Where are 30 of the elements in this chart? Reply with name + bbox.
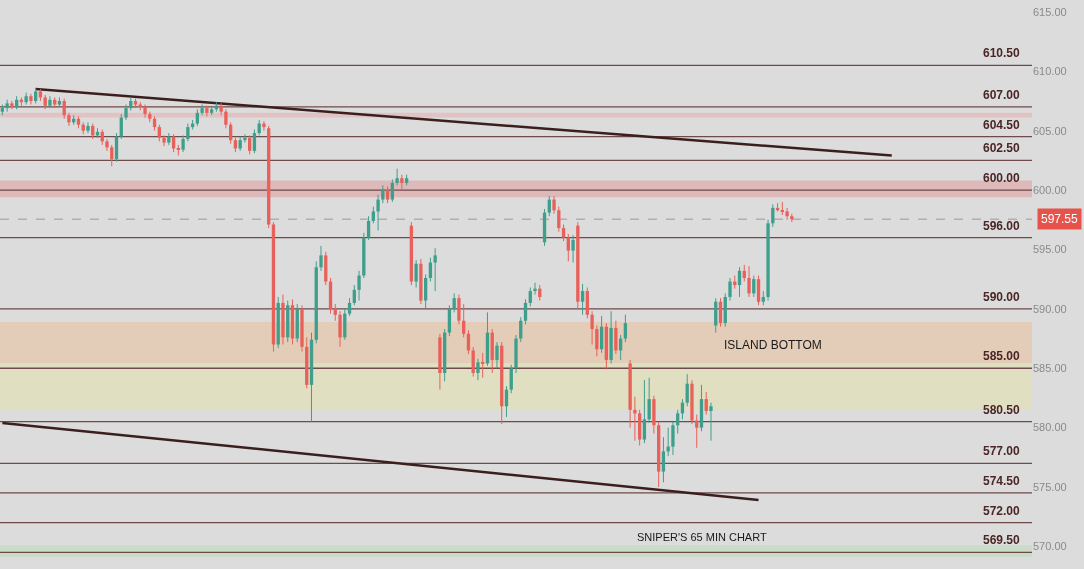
ref-line-label: 604.50 [983,118,1021,132]
annotation: ISLAND BOTTOM [724,338,822,352]
ref-line-label: 572.00 [983,504,1021,518]
y-tick-label: 600.00 [1033,183,1067,196]
y-tick-label: 590.00 [1033,302,1067,315]
ref-line-label: 580.50 [983,403,1021,417]
ref-line-label: 607.00 [983,88,1021,102]
candlestick [381,184,385,204]
ref-line-label: 597.55 [1041,212,1079,226]
y-tick-label: 605.00 [1033,124,1067,137]
candlestick [24,92,28,106]
candlestick [433,247,437,292]
y-tick-label: 575.00 [1033,480,1067,493]
y-tick-label: 570.00 [1033,540,1067,553]
ref-line-label: 585.00 [983,349,1021,363]
ref-line-label: 577.00 [983,444,1021,458]
ref-line-label: 610.50 [983,46,1021,60]
ref-line-label: 600.00 [983,171,1021,185]
ref-line-label: 590.00 [983,290,1021,304]
ref-line-label: 574.50 [983,474,1021,488]
y-tick-label: 595.00 [1033,243,1067,256]
y-tick-label: 580.00 [1033,421,1067,434]
y-tick-label: 610.00 [1033,65,1067,78]
ref-line-label: 596.00 [983,219,1021,233]
ref-line-label: 602.50 [983,141,1021,155]
y-tick-label: 585.00 [1033,362,1067,375]
ref-line-label: 569.50 [983,533,1021,547]
candlestick [790,213,794,223]
annotation: SNIPER'S 65 MIN CHART [637,531,767,543]
y-tick-label: 615.00 [1033,5,1067,18]
